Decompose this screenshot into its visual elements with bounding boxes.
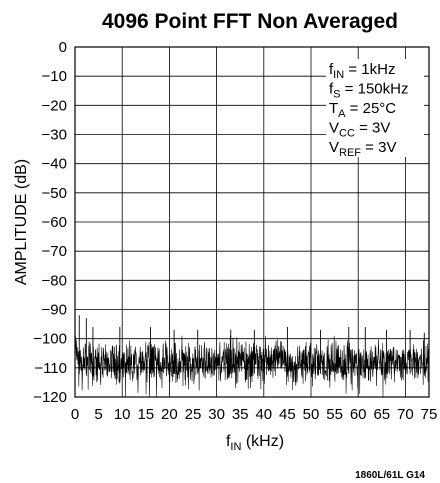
x-tick-label: 15	[137, 406, 154, 423]
fft-spurs	[78, 315, 425, 374]
annotation-text: VREF = 3V	[329, 139, 396, 159]
y-tick-label: −60	[42, 214, 67, 231]
figure-id: 1860L/61L G14	[355, 470, 425, 481]
annotation-text: fIN = 1kHz	[329, 61, 395, 81]
y-tick-label: −40	[42, 156, 67, 173]
chart-title: 4096 Point FFT Non Averaged	[102, 10, 398, 33]
x-tick-label: 60	[350, 406, 367, 423]
y-tick-labels: 0 −10 −20 −30 −40 −50 −60 −70 −80 −90 −100 −110 −120	[33, 39, 67, 406]
annotation-bg	[326, 98, 424, 118]
x-tick-label: 50	[303, 406, 320, 423]
noise-floor-trace	[74, 335, 430, 398]
annotation-text: fS = 150kHz	[329, 81, 408, 101]
x-tick-label: 75	[421, 406, 438, 423]
y-tick-label: −70	[42, 243, 67, 260]
y-tick-label: −90	[42, 302, 67, 319]
y-tick-label: −110	[34, 360, 67, 377]
x-tick-label: 5	[94, 406, 102, 423]
y-tick-label: −120	[33, 389, 67, 406]
x-tick-label: 25	[185, 406, 202, 423]
x-axis-label: fIN (kHz)	[226, 433, 284, 453]
x-tick-labels: 0 5 10 15 20 25 30 35 40 45 50 55 60 65 70 75	[71, 406, 438, 423]
annotation-bg	[326, 78, 424, 99]
y-tick-label: −10	[42, 68, 67, 85]
x-tick-label: 0	[71, 406, 79, 423]
x-tick-label: 55	[326, 406, 343, 423]
plot-frame	[74, 46, 430, 398]
annotation-text: TA = 25°C	[329, 100, 396, 120]
y-tick-label: 0	[59, 39, 67, 56]
x-tick-label: 20	[161, 406, 178, 423]
y-tick-label: −80	[42, 272, 67, 289]
y-tick-label: −50	[42, 185, 67, 202]
y-tick-label: −30	[42, 127, 67, 144]
x-tick-label: 10	[114, 406, 131, 423]
y-axis-label: AMPLITUDE (dB)	[13, 159, 30, 285]
x-tick-label: 70	[397, 406, 414, 423]
y-tick-label: −20	[42, 97, 67, 114]
fft-trace	[74, 335, 430, 398]
x-tick-label: 65	[373, 406, 390, 423]
annotation-bg	[326, 59, 424, 79]
x-tick-label: 35	[232, 406, 249, 423]
x-tick-label: 30	[208, 406, 225, 423]
x-tick-label: 45	[279, 406, 296, 423]
annotation-bg	[326, 137, 424, 157]
annotation-text: VCC = 3V	[329, 120, 390, 140]
x-tick-label: 40	[255, 406, 272, 423]
annotation-bg	[326, 117, 424, 138]
y-tick-label: −100	[33, 331, 67, 348]
